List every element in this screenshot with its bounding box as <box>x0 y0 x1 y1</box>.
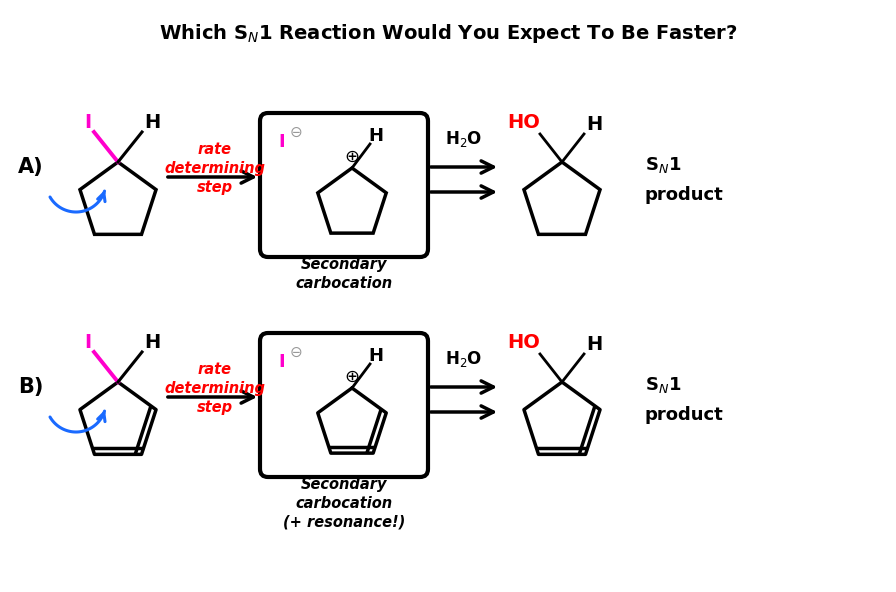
Text: $\oplus$: $\oplus$ <box>344 368 359 386</box>
Text: H: H <box>586 334 602 353</box>
Polygon shape <box>80 162 156 234</box>
Text: HO: HO <box>507 333 540 352</box>
Text: I: I <box>84 112 91 131</box>
Text: Secondary
carbocation
(+ resonance!): Secondary carbocation (+ resonance!) <box>283 477 405 529</box>
Text: I: I <box>279 133 285 151</box>
Text: S$_N$1: S$_N$1 <box>645 155 681 175</box>
Text: I: I <box>279 353 285 371</box>
Polygon shape <box>524 162 600 234</box>
Text: $\ominus$: $\ominus$ <box>289 125 303 140</box>
Text: rate
determining
step: rate determining step <box>165 362 265 416</box>
Text: $\ominus$: $\ominus$ <box>289 345 303 360</box>
Text: H: H <box>586 114 602 134</box>
Text: A): A) <box>18 157 44 177</box>
FancyBboxPatch shape <box>260 113 428 257</box>
Text: H$_2$O: H$_2$O <box>445 349 483 369</box>
Text: H: H <box>368 127 383 145</box>
Text: Which S$_N$1 Reaction Would You Expect To Be Faster?: Which S$_N$1 Reaction Would You Expect T… <box>159 22 737 45</box>
Text: product: product <box>645 406 724 424</box>
Text: $\oplus$: $\oplus$ <box>344 148 359 166</box>
Text: H: H <box>368 347 383 365</box>
Text: H: H <box>144 112 160 131</box>
Text: rate
determining
step: rate determining step <box>165 142 265 195</box>
Text: S$_N$1: S$_N$1 <box>645 375 681 395</box>
Text: B): B) <box>18 377 43 397</box>
Text: I: I <box>84 333 91 352</box>
Polygon shape <box>318 168 386 233</box>
Text: product: product <box>645 186 724 204</box>
Text: HO: HO <box>507 112 540 131</box>
Text: Secondary
carbocation: Secondary carbocation <box>296 257 392 291</box>
Text: H: H <box>144 333 160 352</box>
FancyBboxPatch shape <box>260 333 428 477</box>
Text: H$_2$O: H$_2$O <box>445 129 483 149</box>
